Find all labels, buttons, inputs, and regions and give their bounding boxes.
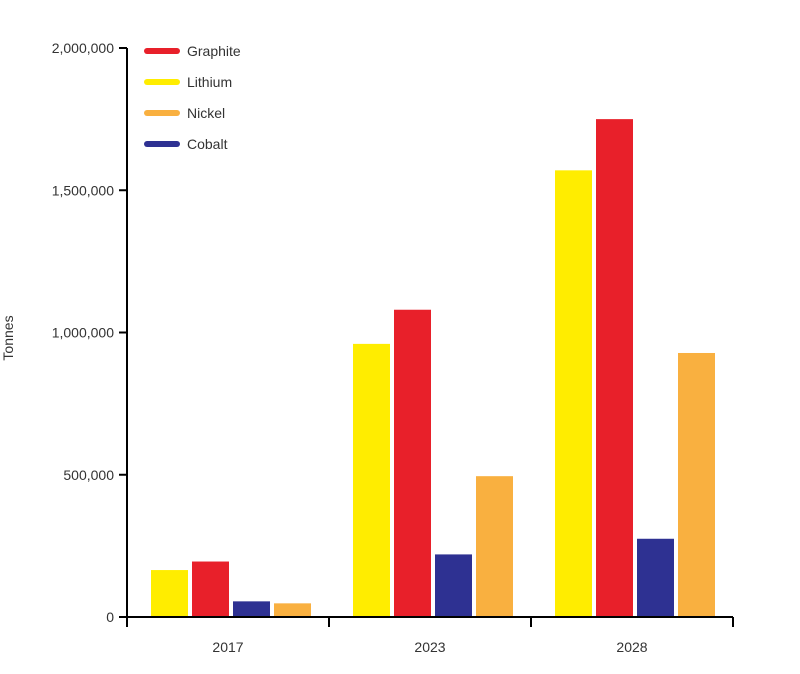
y-tick-label: 1,000,000 [52,325,114,341]
x-tick-label: 2028 [616,639,647,655]
legend-label-nickel: Nickel [187,105,225,121]
y-tick-label: 500,000 [63,467,114,483]
bar-cobalt-2028 [637,538,674,617]
y-tick-label: 0 [106,609,114,625]
bars-group [151,119,715,617]
bar-nickel-2023 [476,476,513,617]
legend-label-graphite: Graphite [187,43,241,59]
x-tick-label: 2023 [414,639,445,655]
x-tick-label: 2017 [212,639,243,655]
bar-graphite-2028 [596,119,633,617]
legend-label-lithium: Lithium [187,74,232,90]
bar-cobalt-2017 [233,601,270,617]
y-tick-label: 1,500,000 [52,182,114,198]
legend: Graphite Lithium Nickel Cobalt [144,43,241,152]
bar-nickel-2028 [678,352,715,617]
bar-graphite-2023 [394,309,431,617]
y-axis-title: Tonnes [0,315,16,360]
axes-group: 0 500,000 1,000,000 1,500,000 2,000,000 2017 2… [52,40,734,655]
bar-graphite-2017 [192,561,229,617]
bar-cobalt-2023 [435,554,472,617]
legend-label-cobalt: Cobalt [187,136,228,152]
bar-nickel-2017 [274,603,311,617]
bar-lithium-2017 [151,570,188,617]
bar-lithium-2023 [353,343,390,617]
y-tick-label: 2,000,000 [52,40,114,56]
bar-lithium-2028 [555,170,592,617]
